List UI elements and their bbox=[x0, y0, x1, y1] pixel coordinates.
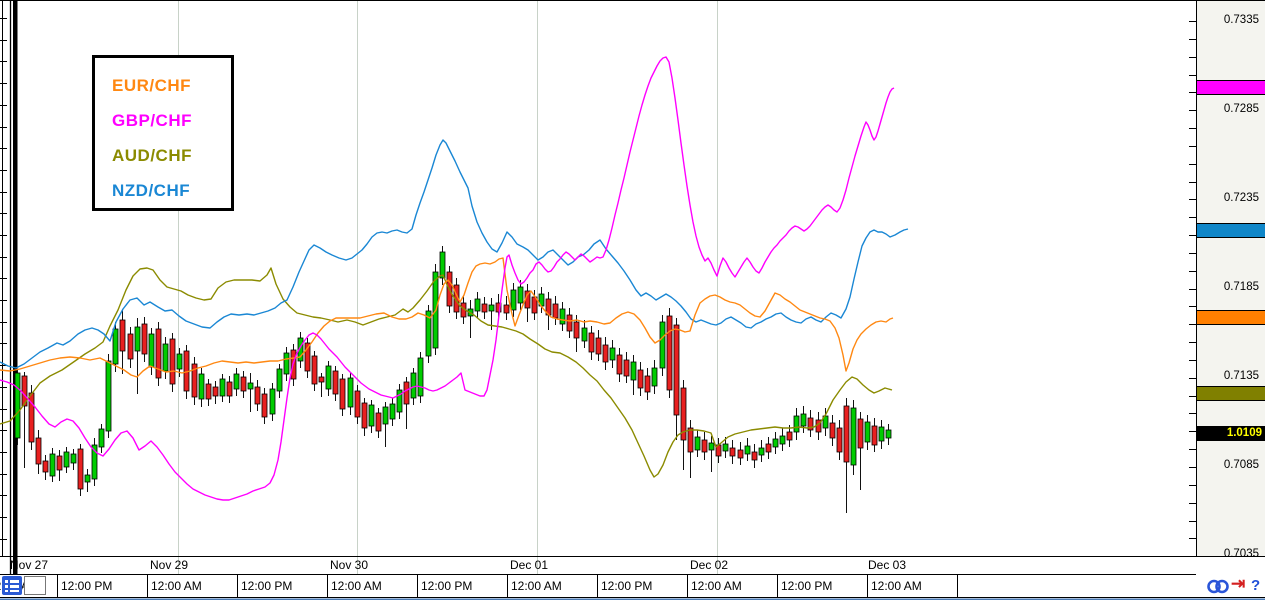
time-axis-label: 12:00 PM bbox=[781, 579, 833, 593]
time-axis-label: 12:00 PM bbox=[241, 579, 293, 593]
time-axis-label: 12:00 AM bbox=[691, 579, 742, 593]
date-axis-label: Dec 02 bbox=[690, 558, 729, 572]
time-axis-label: 12:00 PM bbox=[61, 579, 113, 593]
time-axis-label: 12:00 AM bbox=[331, 579, 382, 593]
blank-toolbar-button[interactable] bbox=[24, 576, 46, 595]
date-axis-label: Dec 03 bbox=[868, 558, 907, 572]
time-axis-label: 12:00 AM bbox=[151, 579, 202, 593]
last-value-marker-eur-chf bbox=[1197, 309, 1265, 325]
price-axis-label: 0.7185 bbox=[1223, 281, 1259, 293]
legend-item-audchf: AUD/CHF bbox=[112, 146, 192, 165]
line-series-nzd-chf bbox=[0, 139, 909, 369]
session-start-bar bbox=[13, 0, 18, 574]
price-axis-label: 0.7235 bbox=[1223, 192, 1259, 204]
date-axis-label: Nov 27 bbox=[10, 558, 49, 572]
line-series-aud-chf bbox=[0, 267, 893, 478]
time-axis-label: 12:00 PM bbox=[421, 579, 473, 593]
date-axis-label: Dec 01 bbox=[510, 558, 549, 572]
link-charts-icon[interactable] bbox=[1206, 578, 1230, 600]
time-axis-label: 12:00 PM bbox=[601, 579, 653, 593]
line-series-eur-chf bbox=[0, 257, 894, 378]
date-axis-label: Nov 29 bbox=[150, 558, 189, 572]
price-axis-label: 0.7085 bbox=[1223, 459, 1259, 471]
current-price-marker: 1.0109 bbox=[1197, 425, 1265, 441]
price-axis-label: 0.7135 bbox=[1223, 370, 1259, 382]
list-icon bbox=[5, 580, 19, 592]
window-bottom-edge bbox=[0, 598, 1265, 600]
last-value-marker-nzd-chf bbox=[1197, 222, 1265, 238]
go-to-latest-icon[interactable]: ⇥ bbox=[1231, 574, 1246, 593]
date-axis-label: Nov 30 bbox=[330, 558, 369, 572]
price-axis-label: 0.7285 bbox=[1223, 103, 1259, 115]
legend-item-nzdchf: NZD/CHF bbox=[112, 181, 191, 200]
price-axis-label: 0.7035 bbox=[1223, 548, 1259, 560]
symbol-legend-box: EUR/CHF GBP/CHF AUD/CHF NZD/CHF bbox=[92, 55, 234, 211]
legend-item-gbpchf: GBP/CHF bbox=[112, 111, 192, 130]
price-axis-label: 0.7335 bbox=[1223, 14, 1259, 26]
help-icon[interactable]: ? bbox=[1251, 577, 1261, 594]
price-axis[interactable]: 0.7335 0.7285 0.7235 0.7185 0.7135 0.7085 0.70… bbox=[1197, 1, 1265, 560]
time-axis-label: 12:00 AM bbox=[871, 579, 922, 593]
last-value-marker-gbp-chf bbox=[1197, 79, 1265, 95]
last-value-marker-aud-chf bbox=[1197, 385, 1265, 401]
time-axis-label: 12:00 AM bbox=[511, 579, 562, 593]
legend-item-eurchf: EUR/CHF bbox=[112, 76, 192, 95]
candlestick-series bbox=[14, 246, 892, 513]
chart-properties-button[interactable] bbox=[2, 576, 22, 595]
line-series-gbp-chf bbox=[0, 56, 895, 501]
